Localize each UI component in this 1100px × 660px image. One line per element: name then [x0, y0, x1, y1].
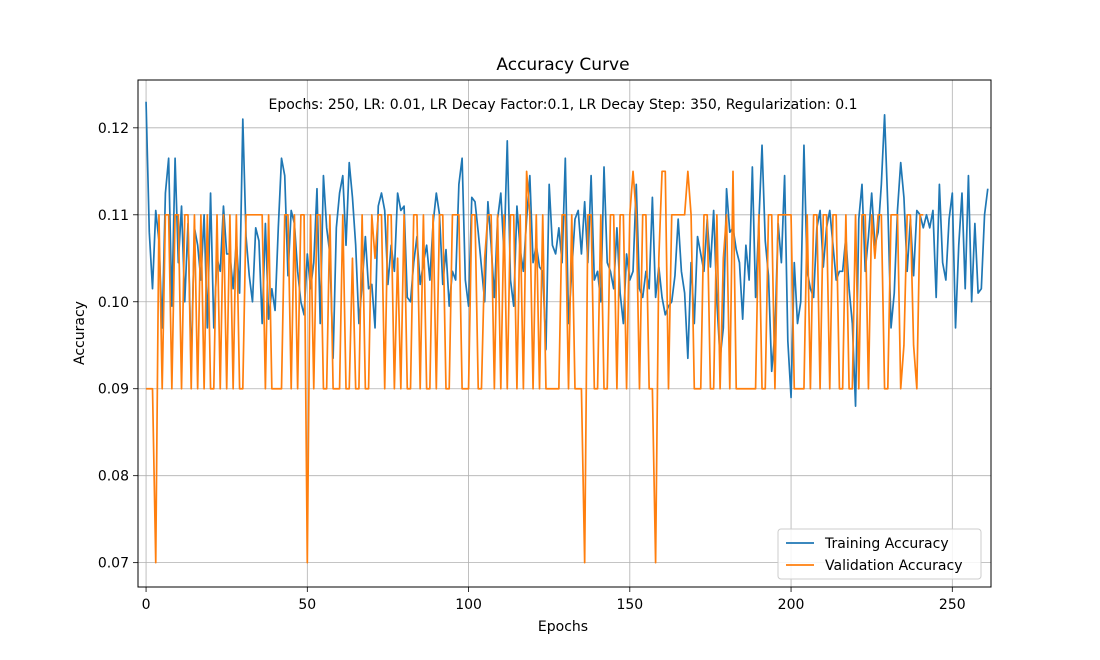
- x-axis-label: Epochs: [538, 619, 588, 635]
- y-axis-ticks: 0.07 0.08 0.09 0.10 0.11 0.12: [98, 121, 138, 572]
- chart-title: Accuracy Curve: [496, 55, 629, 75]
- y-tick-label: 0.09: [98, 382, 129, 398]
- x-tick-label: 150: [616, 597, 643, 613]
- legend-label-training-accuracy: Training Accuracy: [824, 536, 949, 552]
- plot-frame: [137, 79, 992, 588]
- y-axis-label: Accuracy: [72, 301, 88, 365]
- y-tick-label: 0.07: [98, 556, 129, 572]
- x-tick-label: 100: [455, 597, 482, 613]
- hyperparameter-annotation: Epochs: 250, LR: 0.01, LR Decay Factor:0…: [269, 97, 858, 113]
- series-lines: [145, 101, 989, 564]
- legend-box: [777, 528, 982, 580]
- y-tick-label: 0.08: [98, 469, 129, 485]
- legend-label-validation-accuracy: Validation Accuracy: [825, 558, 963, 574]
- x-tick-label: 250: [939, 597, 966, 613]
- x-tick-label: 200: [778, 597, 805, 613]
- x-axis-ticks: 0 50 100 150 200 250: [142, 587, 966, 613]
- y-tick-label: 0.10: [98, 295, 129, 311]
- y-tick-label: 0.11: [98, 208, 129, 224]
- x-tick-label: 0: [142, 597, 151, 613]
- legend: Training Accuracy Validation Accuracy: [777, 528, 982, 580]
- y-tick-label: 0.12: [98, 121, 129, 137]
- x-tick-label: 50: [298, 597, 316, 613]
- series-line-validation-accuracy: [146, 170, 924, 564]
